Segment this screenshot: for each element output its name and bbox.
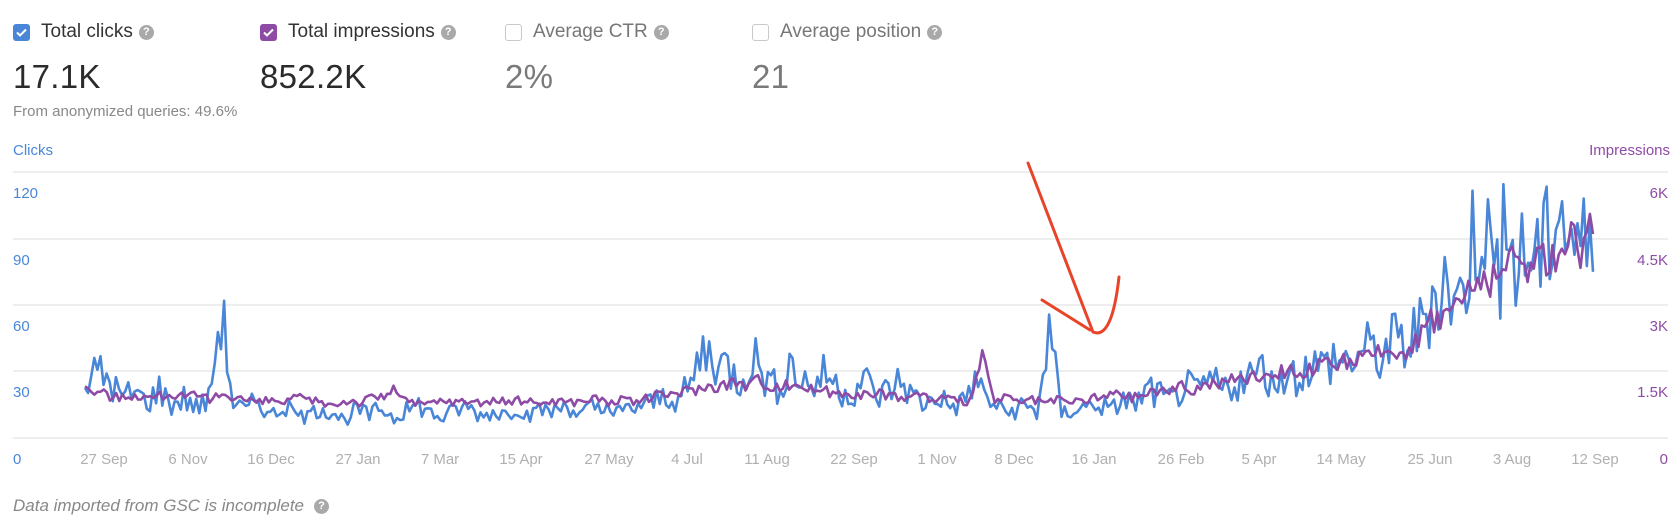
help-icon[interactable]: ?	[927, 24, 943, 40]
help-icon[interactable]: ?	[440, 24, 456, 40]
x-tick-label: 4 Jul	[671, 451, 703, 468]
average-ctr-checkbox[interactable]	[505, 23, 522, 41]
total-impressions-value: 852.2K	[260, 58, 367, 95]
metric-average-position: Average position ? 21	[752, 20, 943, 96]
annotation-arrow	[1026, 161, 1121, 335]
y-tick-label: 60	[13, 318, 30, 335]
impressions-axis-title: Impressions	[1589, 142, 1670, 159]
y-tick-label: 90	[13, 252, 30, 269]
total-clicks-label: Total clicks	[41, 21, 133, 42]
gsc-incomplete-note: Data imported from GSC is incomplete ?	[13, 496, 329, 516]
y2-tick-label: 1.5K	[1637, 384, 1668, 401]
help-icon[interactable]: ?	[314, 498, 329, 514]
x-tick-label: 25 Jun	[1407, 451, 1452, 468]
average-ctr-value: 2%	[505, 58, 554, 95]
total-impressions-label: Total impressions	[288, 21, 435, 42]
x-tick-label: 3 Aug	[1493, 451, 1531, 468]
average-position-value: 21	[752, 58, 790, 95]
x-tick-label: 7 Mar	[421, 451, 459, 468]
impressions-line	[84, 212, 1595, 408]
y-tick-label: 30	[13, 384, 30, 401]
y2-tick-label: 4.5K	[1637, 252, 1668, 269]
x-tick-label: 1 Nov	[917, 451, 957, 468]
anonymized-queries-note: From anonymized queries: 49.6%	[13, 103, 238, 120]
y2-tick-label: 3K	[1650, 318, 1668, 335]
x-tick-label: 16 Dec	[247, 451, 295, 468]
y2-tick-label: 0	[1660, 451, 1668, 468]
average-ctr-label: Average CTR	[533, 21, 648, 42]
annotation-arrow-head	[1040, 298, 1092, 332]
x-tick-label: 6 Nov	[168, 451, 208, 468]
x-tick-label: 5 Apr	[1241, 451, 1276, 468]
gsc-incomplete-text: Data imported from GSC is incomplete	[13, 496, 304, 515]
help-icon[interactable]: ?	[653, 24, 669, 40]
x-tick-label: 26 Feb	[1158, 451, 1205, 468]
x-tick-label: 27 May	[584, 451, 634, 468]
x-tick-label: 27 Jan	[335, 451, 380, 468]
x-tick-label: 16 Jan	[1071, 451, 1116, 468]
x-tick-label: 14 May	[1316, 451, 1366, 468]
metric-total-impressions: Total impressions ? 852.2K	[260, 20, 456, 96]
y2-tick-label: 6K	[1650, 185, 1668, 202]
metric-average-ctr: Average CTR ? 2%	[505, 20, 669, 96]
total-impressions-checkbox[interactable]	[260, 23, 277, 41]
total-clicks-checkbox[interactable]	[13, 23, 30, 41]
x-tick-label: 22 Sep	[830, 451, 878, 468]
x-tick-label: 27 Sep	[80, 451, 128, 468]
x-tick-label: 11 Aug	[744, 451, 790, 468]
clicks-line	[83, 182, 1595, 426]
x-tick-label: 15 Apr	[499, 451, 542, 468]
x-tick-label: 8 Dec	[994, 451, 1034, 468]
metric-total-clicks: Total clicks ? 17.1K	[13, 20, 154, 96]
clicks-axis-title: Clicks	[13, 142, 53, 159]
check-icon	[263, 28, 274, 37]
check-icon	[16, 28, 27, 37]
x-tick-label: 12 Sep	[1571, 451, 1619, 468]
help-icon[interactable]: ?	[138, 24, 154, 40]
average-position-checkbox[interactable]	[752, 23, 769, 41]
y-tick-label: 0	[13, 451, 21, 468]
y-tick-label: 120	[13, 185, 38, 202]
total-clicks-value: 17.1K	[13, 58, 101, 95]
average-position-label: Average position	[780, 21, 922, 42]
